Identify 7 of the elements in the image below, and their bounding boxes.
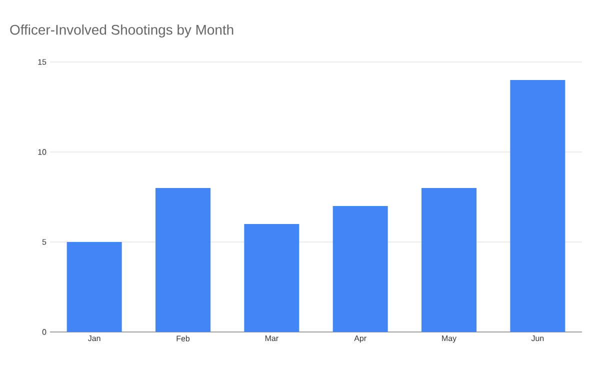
bar: [510, 80, 566, 332]
bar: [244, 224, 300, 332]
bar: [156, 188, 211, 332]
bar: [422, 188, 477, 332]
bar: [332, 206, 388, 332]
chart-title: Officer-Involved Shootings by Month: [10, 24, 234, 38]
bar: [66, 242, 122, 332]
